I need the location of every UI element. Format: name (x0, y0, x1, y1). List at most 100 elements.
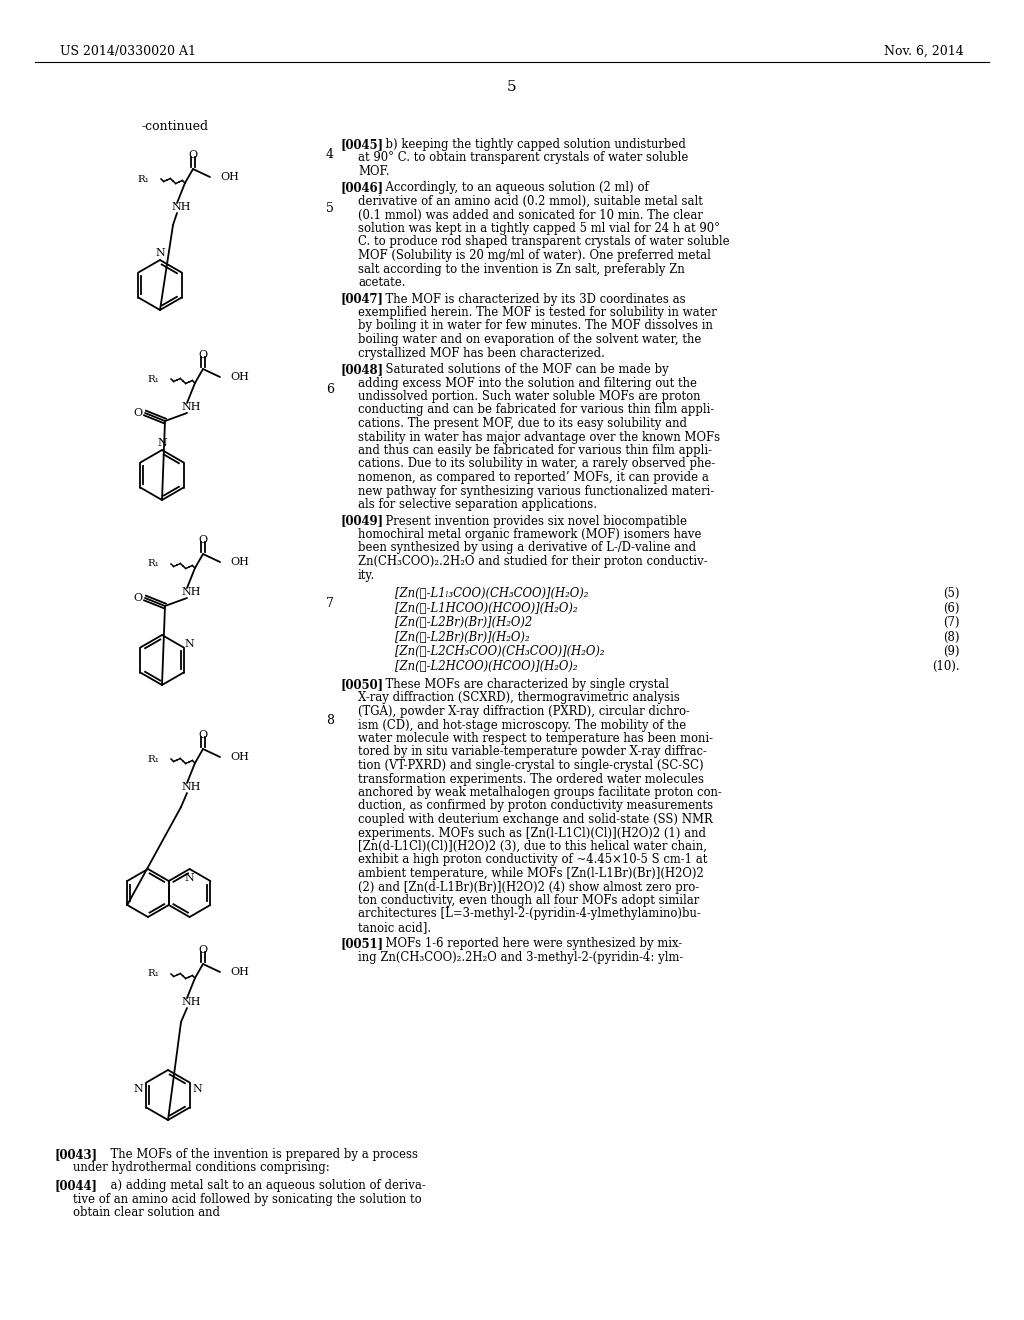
Text: O: O (199, 730, 208, 741)
Text: [0043]: [0043] (55, 1148, 98, 1162)
Text: (8): (8) (943, 631, 961, 644)
Text: undissolved portion. Such water soluble MOFs are proton: undissolved portion. Such water soluble … (358, 389, 700, 403)
Text: derivative of an amino acid (0.2 mmol), suitable metal salt: derivative of an amino acid (0.2 mmol), … (358, 195, 702, 209)
Text: MOF (Solubility is 20 mg/ml of water). One preferred metal: MOF (Solubility is 20 mg/ml of water). O… (358, 249, 711, 261)
Text: These MOFs are characterized by single crystal: These MOFs are characterized by single c… (378, 678, 669, 690)
Text: The MOFs of the invention is prepared by a process: The MOFs of the invention is prepared by… (103, 1148, 418, 1162)
Text: ton conductivity, even though all four MOFs adopt similar: ton conductivity, even though all four M… (358, 894, 699, 907)
Text: homochiral metal organic framework (MOF) isomers have: homochiral metal organic framework (MOF)… (358, 528, 701, 541)
Text: NH: NH (171, 202, 190, 213)
Text: N: N (193, 1084, 203, 1093)
Text: [0046]: [0046] (340, 181, 383, 194)
Text: transformation experiments. The ordered water molecules: transformation experiments. The ordered … (358, 772, 705, 785)
Text: exemplified herein. The MOF is tested for solubility in water: exemplified herein. The MOF is tested fo… (358, 306, 717, 319)
Text: experiments. MOFs such as [Zn(l-L1Cl)(Cl)](H2O)2 (1) and: experiments. MOFs such as [Zn(l-L1Cl)(Cl… (358, 826, 706, 840)
Text: N: N (155, 248, 165, 257)
Text: (0.1 mmol) was added and sonicated for 10 min. The clear: (0.1 mmol) was added and sonicated for 1… (358, 209, 702, 222)
Text: O: O (133, 593, 142, 603)
Text: [Zn(ℓ-L2Br)(Br)](H₂O)2: [Zn(ℓ-L2Br)(Br)](H₂O)2 (395, 616, 532, 630)
Text: O: O (199, 945, 208, 954)
Text: US 2014/0330020 A1: US 2014/0330020 A1 (60, 45, 196, 58)
Text: [0048]: [0048] (340, 363, 383, 376)
Text: under hydrothermal conditions comprising:: under hydrothermal conditions comprising… (73, 1162, 330, 1175)
Text: ing Zn(CH₃COO)₂.2H₂O and 3-methyl-2-(pyridin-4: ylm-: ing Zn(CH₃COO)₂.2H₂O and 3-methyl-2-(pyr… (358, 950, 683, 964)
Text: [0050]: [0050] (340, 678, 383, 690)
Text: tive of an amino acid followed by sonicating the solution to: tive of an amino acid followed by sonica… (73, 1192, 422, 1205)
Text: Accordingly, to an aqueous solution (2 ml) of: Accordingly, to an aqueous solution (2 m… (378, 181, 648, 194)
Text: (TGA), powder X-ray diffraction (PXRD), circular dichro-: (TGA), powder X-ray diffraction (PXRD), … (358, 705, 690, 718)
Text: The MOF is characterized by its 3D coordinates as: The MOF is characterized by its 3D coord… (378, 293, 685, 305)
Text: crystallized MOF has been characterized.: crystallized MOF has been characterized. (358, 346, 605, 359)
Text: (9): (9) (943, 645, 961, 657)
Text: Present invention provides six novel biocompatible: Present invention provides six novel bio… (378, 515, 687, 528)
Text: at 90° C. to obtain transparent crystals of water soluble: at 90° C. to obtain transparent crystals… (358, 152, 688, 165)
Text: Nov. 6, 2014: Nov. 6, 2014 (885, 45, 964, 58)
Text: acetate.: acetate. (358, 276, 406, 289)
Text: OH: OH (230, 557, 249, 568)
Text: R₁: R₁ (147, 755, 159, 763)
Text: N: N (133, 1084, 143, 1093)
Text: nomenon, as compared to reported’ MOFs, it can provide a: nomenon, as compared to reported’ MOFs, … (358, 471, 709, 484)
Text: (10).: (10). (933, 660, 961, 672)
Text: O: O (199, 535, 208, 545)
Text: OH: OH (220, 172, 239, 182)
Text: OH: OH (230, 752, 249, 762)
Text: N: N (157, 438, 167, 447)
Text: Saturated solutions of the MOF can be made by: Saturated solutions of the MOF can be ma… (378, 363, 669, 376)
Text: coupled with deuterium exchange and solid-state (SS) NMR: coupled with deuterium exchange and soli… (358, 813, 713, 826)
Text: MOFs 1-6 reported here were synthesized by mix-: MOFs 1-6 reported here were synthesized … (378, 937, 682, 950)
Text: by boiling it in water for few minutes. The MOF dissolves in: by boiling it in water for few minutes. … (358, 319, 713, 333)
Text: O: O (188, 150, 198, 160)
Text: (5): (5) (943, 587, 961, 601)
Text: R₁: R₁ (147, 560, 159, 569)
Text: [Zn(ℓ-L1HCOO)(HCOO)](H₂O)₂: [Zn(ℓ-L1HCOO)(HCOO)](H₂O)₂ (395, 602, 578, 615)
Text: architectures [L=3-methyl-2-(pyridin-4-ylmethylamino)bu-: architectures [L=3-methyl-2-(pyridin-4-y… (358, 908, 700, 920)
Text: a) adding metal salt to an aqueous solution of deriva-: a) adding metal salt to an aqueous solut… (103, 1179, 426, 1192)
Text: 8: 8 (326, 714, 334, 727)
Text: adding excess MOF into the solution and filtering out the: adding excess MOF into the solution and … (358, 376, 697, 389)
Text: anchored by weak metalhalogen groups facilitate proton con-: anchored by weak metalhalogen groups fac… (358, 785, 722, 799)
Text: [0049]: [0049] (340, 515, 383, 528)
Text: C. to produce rod shaped transparent crystals of water soluble: C. to produce rod shaped transparent cry… (358, 235, 730, 248)
Text: als for selective separation applications.: als for selective separation application… (358, 498, 597, 511)
Text: [Zn(ℓ-L1ₗ₃COO)(CH₃COO)](H₂O)₂: [Zn(ℓ-L1ₗ₃COO)(CH₃COO)](H₂O)₂ (395, 587, 589, 601)
Text: [Zn(ℓ-L2HCOO)(HCOO)](H₂O)₂: [Zn(ℓ-L2HCOO)(HCOO)](H₂O)₂ (395, 660, 578, 672)
Text: cations. Due to its solubility in water, a rarely observed phe-: cations. Due to its solubility in water,… (358, 458, 715, 470)
Text: 5: 5 (507, 81, 517, 94)
Text: X-ray diffraction (SCXRD), thermogravimetric analysis: X-ray diffraction (SCXRD), thermogravime… (358, 692, 680, 705)
Text: [0045]: [0045] (340, 139, 383, 150)
Text: OH: OH (230, 372, 249, 381)
Text: tored by in situ variable-temperature powder X-ray diffrac-: tored by in situ variable-temperature po… (358, 746, 707, 759)
Text: -continued: -continued (141, 120, 209, 133)
Text: O: O (199, 350, 208, 360)
Text: stability in water has major advantage over the known MOFs: stability in water has major advantage o… (358, 430, 720, 444)
Text: [Zn(ℓ-L2CH₃COO)(CH₃COO)](H₂O)₂: [Zn(ℓ-L2CH₃COO)(CH₃COO)](H₂O)₂ (395, 645, 604, 657)
Text: NH: NH (181, 403, 201, 412)
Text: R₁: R₁ (147, 969, 159, 978)
Text: exhibit a high proton conductivity of ~4.45×10-5 S cm-1 at: exhibit a high proton conductivity of ~4… (358, 854, 708, 866)
Text: tanoic acid].: tanoic acid]. (358, 921, 431, 935)
Text: [Zn(ℓ-L2Br)(Br)](H₂O)₂: [Zn(ℓ-L2Br)(Br)](H₂O)₂ (395, 631, 529, 644)
Text: salt according to the invention is Zn salt, preferably Zn: salt according to the invention is Zn sa… (358, 263, 685, 276)
Text: N: N (185, 639, 195, 649)
Text: [Zn(d-L1Cl)(Cl)](H2O)2 (3), due to this helical water chain,: [Zn(d-L1Cl)(Cl)](H2O)2 (3), due to this … (358, 840, 707, 853)
Text: Zn(CH₃COO)₂.2H₂O and studied for their proton conductiv-: Zn(CH₃COO)₂.2H₂O and studied for their p… (358, 554, 708, 568)
Text: 5: 5 (326, 202, 334, 214)
Text: 6: 6 (326, 383, 334, 396)
Text: b) keeping the tightly capped solution undisturbed: b) keeping the tightly capped solution u… (378, 139, 686, 150)
Text: and thus can easily be fabricated for various thin film appli-: and thus can easily be fabricated for va… (358, 444, 712, 457)
Text: tion (VT-PXRD) and single-crystal to single-crystal (SC-SC): tion (VT-PXRD) and single-crystal to sin… (358, 759, 703, 772)
Text: O: O (133, 408, 142, 418)
Text: obtain clear solution and: obtain clear solution and (73, 1206, 220, 1218)
Text: MOF.: MOF. (358, 165, 389, 178)
Text: conducting and can be fabricated for various thin film appli-: conducting and can be fabricated for var… (358, 404, 715, 417)
Text: (6): (6) (943, 602, 961, 615)
Text: ambient temperature, while MOFs [Zn(l-L1Br)(Br)](H2O)2: ambient temperature, while MOFs [Zn(l-L1… (358, 867, 703, 880)
Text: water molecule with respect to temperature has been moni-: water molecule with respect to temperatu… (358, 733, 713, 744)
Text: NH: NH (181, 781, 201, 792)
Text: ism (CD), and hot-stage microscopy. The mobility of the: ism (CD), and hot-stage microscopy. The … (358, 718, 686, 731)
Text: 4: 4 (326, 148, 334, 161)
Text: (7): (7) (943, 616, 961, 630)
Text: boiling water and on evaporation of the solvent water, the: boiling water and on evaporation of the … (358, 333, 701, 346)
Text: [0051]: [0051] (340, 937, 383, 950)
